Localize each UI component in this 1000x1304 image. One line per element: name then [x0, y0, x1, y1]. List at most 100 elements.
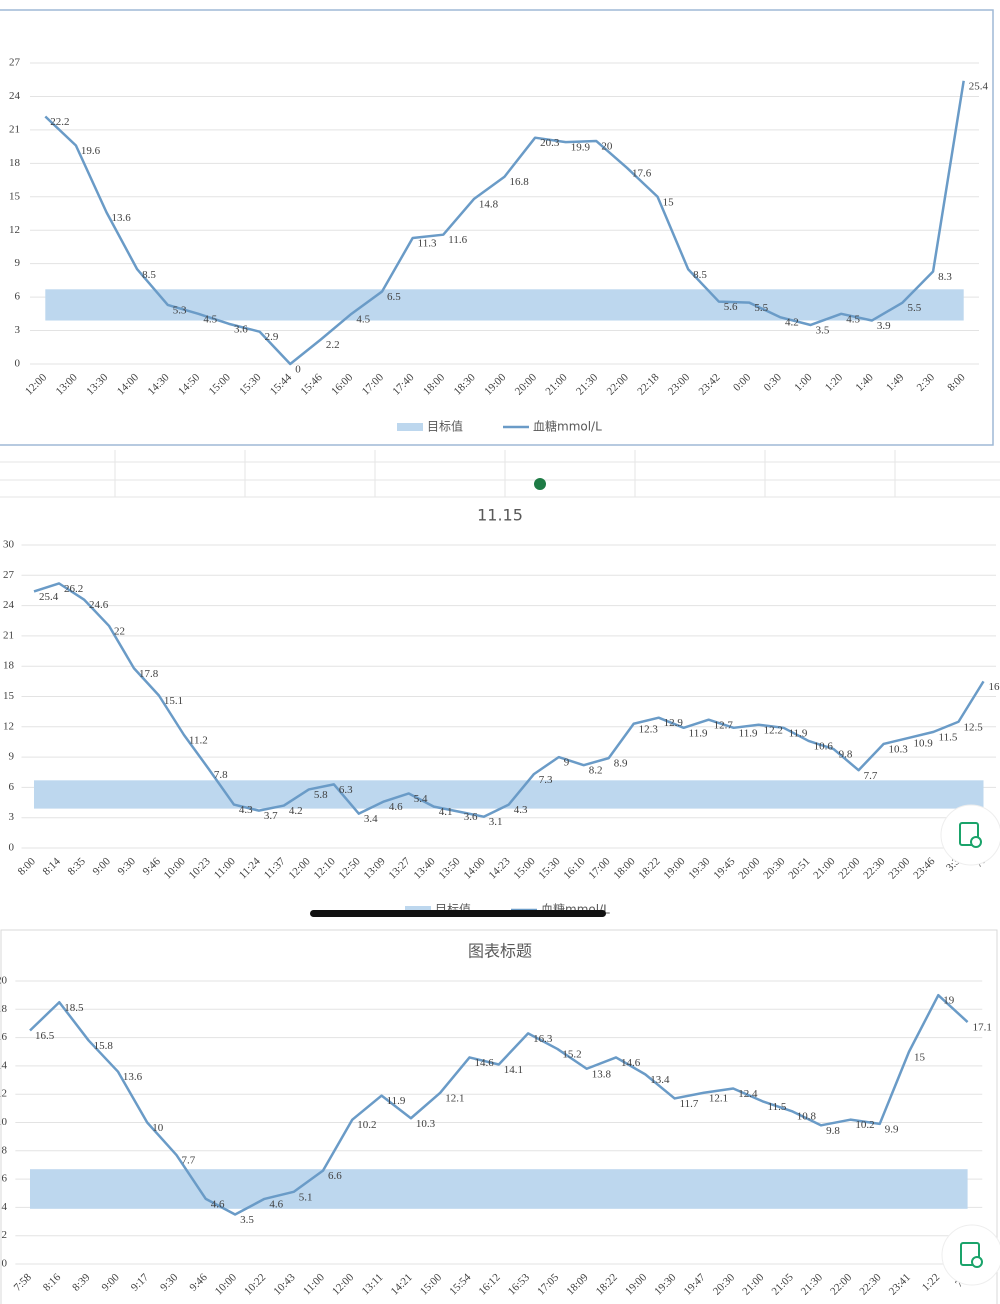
- data-label: 4.3: [514, 804, 528, 816]
- data-label: 7.8: [214, 769, 228, 781]
- data-label: 2.9: [265, 331, 279, 343]
- data-label: 5.5: [754, 302, 768, 314]
- data-label: 11.5: [768, 1101, 787, 1113]
- data-label: 15.1: [164, 695, 183, 707]
- y-tick-label: 10: [0, 1116, 8, 1128]
- data-label: 0: [295, 364, 301, 376]
- y-tick-label: 4: [2, 1201, 8, 1213]
- data-label: 12.4: [738, 1088, 758, 1100]
- data-label: 15.8: [94, 1040, 114, 1052]
- data-label: 5.8: [314, 789, 328, 801]
- data-label: 17.8: [139, 668, 159, 680]
- y-tick-label: 12: [3, 720, 14, 732]
- y-tick-label: 16: [0, 1031, 8, 1043]
- data-label: 18.5: [64, 1002, 84, 1014]
- data-label: 20: [601, 141, 613, 153]
- data-label: 13.8: [592, 1068, 612, 1080]
- data-label: 7.7: [864, 770, 878, 782]
- home-indicator: [310, 910, 606, 917]
- data-label: 10.9: [914, 737, 934, 749]
- target-band: [30, 1169, 968, 1209]
- data-label: 3.6: [464, 811, 478, 823]
- data-label: 3.5: [816, 325, 830, 337]
- data-label: 13.6: [112, 212, 132, 224]
- y-tick-label: 24: [3, 599, 15, 611]
- data-label: 15: [914, 1051, 926, 1063]
- data-label: 25.4: [969, 80, 989, 92]
- y-tick-label: 27: [9, 57, 21, 69]
- data-label: 19.6: [81, 145, 101, 157]
- data-label: 3.6: [234, 323, 248, 335]
- data-label: 15.2: [562, 1048, 581, 1060]
- data-label: 19: [943, 995, 955, 1007]
- data-label: 9.9: [885, 1123, 899, 1135]
- legend-label: 血糖mmol/L: [533, 419, 602, 434]
- sheet-grid: [0, 450, 1000, 498]
- y-tick-label: 2: [2, 1229, 8, 1241]
- data-label: 20.3: [540, 137, 560, 149]
- scan-button[interactable]: [941, 1224, 1000, 1286]
- data-label: 5.3: [173, 304, 187, 316]
- data-label: 14.1: [504, 1064, 523, 1076]
- data-label: 3.4: [364, 813, 378, 825]
- data-label: 11.9: [387, 1095, 406, 1107]
- data-label: 4.5: [356, 313, 370, 325]
- chart-title: 图表标题: [468, 942, 532, 961]
- y-tick-label: 18: [9, 157, 21, 169]
- data-label: 12.7: [714, 719, 734, 731]
- data-label: 8.5: [693, 269, 707, 281]
- data-label: 4.6: [389, 801, 403, 813]
- data-label: 12.1: [709, 1092, 728, 1104]
- data-label: 8.3: [938, 271, 952, 283]
- data-label: 12.1: [445, 1092, 464, 1104]
- y-tick-label: 18: [0, 1003, 8, 1015]
- data-label: 4.5: [846, 313, 860, 325]
- scan-button[interactable]: [940, 804, 1000, 866]
- data-label: 5.5: [907, 302, 921, 314]
- y-tick-label: 0: [15, 358, 21, 370]
- chart-frame: [0, 9, 994, 446]
- y-tick-label: 15: [3, 690, 15, 702]
- data-label: 22: [114, 625, 125, 637]
- data-label: 17.1: [973, 1022, 992, 1034]
- data-label: 4.3: [239, 804, 253, 816]
- data-label: 9: [564, 757, 570, 769]
- data-label: 13.6: [123, 1071, 143, 1083]
- data-label: 12.9: [664, 717, 684, 729]
- data-label: 14.6: [475, 1057, 495, 1069]
- data-label: 11.9: [739, 727, 758, 739]
- cell-handle: [534, 478, 546, 490]
- data-label: 10.2: [855, 1119, 874, 1131]
- data-label: 14.6: [621, 1057, 641, 1069]
- data-label: 4.5: [203, 313, 217, 325]
- y-tick-label: 6: [9, 781, 15, 793]
- glucose-line: [44, 80, 965, 366]
- data-label: 12.2: [764, 724, 783, 736]
- data-label: 4.2: [785, 317, 799, 329]
- data-label: 5.6: [724, 301, 738, 313]
- y-tick-label: 14: [0, 1059, 8, 1071]
- data-label: 16.5: [35, 1030, 55, 1042]
- data-label: 14.8: [479, 199, 499, 211]
- glucose-line: [33, 582, 985, 818]
- data-label: 10.3: [889, 744, 909, 756]
- y-tick-label: 27: [3, 569, 15, 581]
- data-label: 11.6: [448, 234, 467, 246]
- chart-title: 11.15: [477, 506, 523, 525]
- y-tick-label: 3: [9, 811, 15, 823]
- legend-label: 目标值: [427, 419, 463, 434]
- data-label: 8.9: [614, 758, 628, 770]
- glucose-line: [29, 993, 969, 1216]
- y-tick-label: 30: [3, 539, 15, 551]
- y-tick-label: 24: [9, 90, 21, 102]
- data-label: 3.9: [877, 320, 891, 332]
- data-label: 4.2: [289, 805, 303, 817]
- data-label: 11.3: [418, 238, 437, 250]
- data-label: 19.9: [571, 142, 591, 154]
- data-label: 17.6: [632, 167, 652, 179]
- y-tick-label: 15: [9, 190, 21, 202]
- data-label: 9.8: [826, 1125, 840, 1137]
